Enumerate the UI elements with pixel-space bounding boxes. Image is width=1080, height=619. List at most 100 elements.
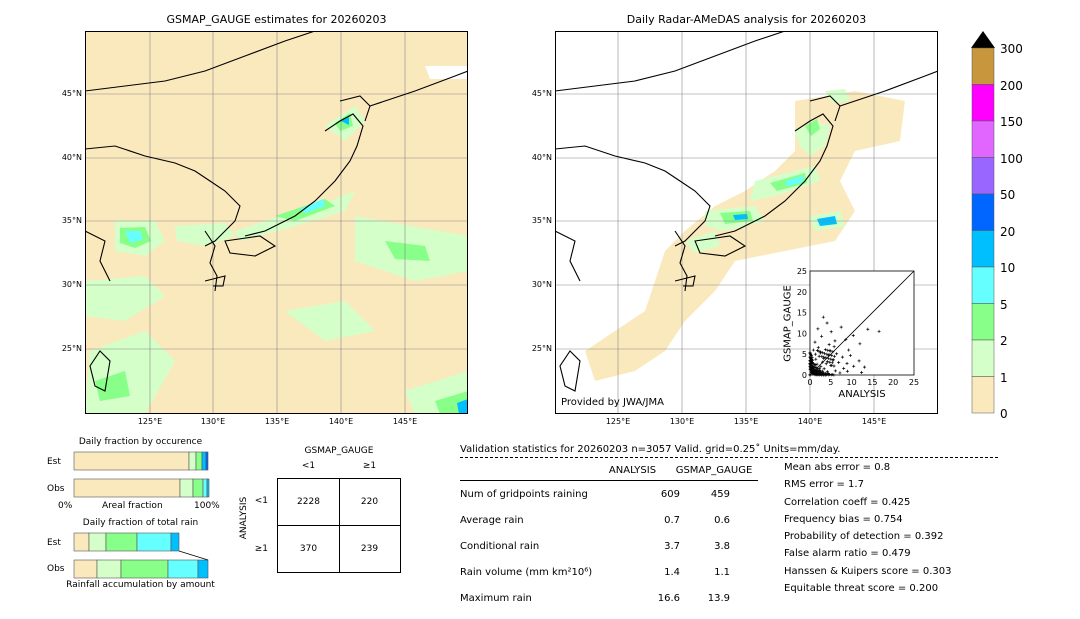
occurence-row-obs: Obs <box>47 484 65 494</box>
occurence-bars <box>73 451 210 498</box>
scatter-point <box>840 355 844 359</box>
left-map-title: GSMAP_GAUGE estimates for 20260203 <box>166 13 387 26</box>
scatter-point <box>862 365 866 369</box>
occurence-bar-obs <box>73 478 210 498</box>
scatter-point <box>825 370 829 374</box>
scatter-point <box>832 364 836 368</box>
validation-score: Mean abs error = 0.8 <box>784 462 891 473</box>
scatter-point <box>845 361 849 365</box>
right-lat-label: 40°N <box>531 153 552 162</box>
scatter-x-tick-label: 0 <box>807 378 812 387</box>
scatter-point <box>830 354 834 358</box>
contingency-cell: 2228 <box>297 497 320 507</box>
right-lat-label: 30°N <box>531 280 552 289</box>
right-coverage <box>585 89 905 381</box>
scatter-y-tick-label: 15 <box>797 309 807 318</box>
scatter-x-tick-label: 5 <box>828 378 833 387</box>
right-lon-label: 125°E <box>605 417 631 426</box>
scatter-point <box>829 357 833 361</box>
scatter-point <box>816 346 820 350</box>
validation-score: Correlation coeff = 0.425 <box>784 496 911 508</box>
scatter-ticks: 00 5 5 10 10 15 15 20 20 25 25 <box>797 267 919 387</box>
occurence-row-est: Est <box>47 457 61 467</box>
validation-divider <box>460 457 998 458</box>
validation-row-label: Average rain <box>460 515 524 526</box>
left-lon-label: 145°E <box>392 417 418 426</box>
validation-row: Num of gridpoints raining 609 459 <box>460 489 760 515</box>
left-rain-patches <box>85 66 468 414</box>
colorbar-segment <box>971 303 995 341</box>
colorbar-segment <box>971 157 995 195</box>
rain-fraction-bar-est <box>73 532 180 552</box>
validation-header: Validation statistics for 20260203 n=305… <box>460 444 841 455</box>
scatter-x-tick-label: 20 <box>888 378 898 387</box>
right-map-coastline <box>555 31 938 392</box>
validation-row-analysis: 609 <box>660 489 680 500</box>
scatter-point <box>828 348 832 352</box>
scatter-point <box>813 373 817 377</box>
validation-col-analysis: ANALYSIS <box>608 465 657 476</box>
colorbar-segment <box>971 193 995 231</box>
scatter-point <box>818 367 822 371</box>
validation-row-analysis: 3.7 <box>664 541 680 552</box>
scatter-point <box>825 321 829 325</box>
scatter-point <box>818 351 822 355</box>
left-lat-label: 40°N <box>61 153 82 162</box>
scatter-point <box>815 348 819 352</box>
scatter-point <box>833 339 837 343</box>
scatter-point <box>820 372 824 376</box>
left-map <box>85 31 468 414</box>
contingency-cell: 239 <box>360 544 379 554</box>
validation-row-label: Num of gridpoints raining <box>460 489 588 500</box>
rain-fraction-bars <box>73 532 209 579</box>
scatter-point <box>815 362 819 366</box>
contingency-col-title: GSMAP_GAUGE <box>304 446 374 456</box>
provider-credit: Provided by JWA/JMA <box>561 397 664 408</box>
right-lat-label: 45°N <box>531 89 552 98</box>
scatter-y-tick-label: 0 <box>802 371 807 380</box>
rain-fraction-axis-label: Rainfall accumulation by amount <box>66 580 215 590</box>
contingency-cell: 370 <box>299 544 318 554</box>
scatter-point <box>827 343 831 347</box>
scatter-ylabel: GSMAP_GAUGE <box>782 285 794 362</box>
validation-rows: Num of gridpoints raining 609 459 Average r… <box>460 489 760 619</box>
colorbar-label: 200 <box>1000 78 1023 93</box>
validation-row-gsmap: 0.6 <box>714 515 730 526</box>
validation-score: Equitable threat score = 0.200 <box>784 583 939 595</box>
scatter-point <box>820 354 824 358</box>
scatter-point <box>858 342 862 346</box>
validation-score: False alarm ratio = 0.479 <box>784 548 911 560</box>
scatter-y-tick-label: 5 <box>802 350 807 359</box>
scatter-point <box>832 345 836 349</box>
validation-row-label: Conditional rain <box>460 541 540 552</box>
contingency-col-label: ≥1 <box>362 461 377 471</box>
colorbar-label: 50 <box>1000 188 1016 202</box>
colorbar-labels: 300 200 150 100 50 20 10 5 2 1 0 <box>1000 40 1060 421</box>
scatter-point <box>829 363 833 367</box>
colorbar-segment <box>971 230 995 268</box>
colorbar-label: 100 <box>1000 151 1023 166</box>
scatter-point <box>866 327 870 331</box>
scatter-point <box>826 353 830 357</box>
left-lat-label: 35°N <box>61 216 82 225</box>
colorbar-segment <box>971 120 995 158</box>
contingency-col-label: <1 <box>301 461 316 471</box>
scatter-point <box>810 361 814 365</box>
scatter-point <box>857 359 861 363</box>
scatter-point <box>842 366 846 370</box>
scatter-point <box>831 358 835 362</box>
colorbar-label: 1 <box>1000 370 1008 385</box>
scatter-point <box>813 371 817 375</box>
right-map-title: Daily Radar-AMeDAS analysis for 20260203 <box>626 13 867 26</box>
scatter-point <box>815 370 819 374</box>
scatter-point <box>832 373 836 377</box>
occurence-axis-left: 0% <box>58 501 73 511</box>
left-map-coastline <box>85 31 468 392</box>
scatter-point <box>851 333 855 337</box>
scatter-point <box>817 349 821 353</box>
scatter-point <box>811 348 815 352</box>
colorbar-label: 10 <box>1000 261 1016 275</box>
colorbar-segment <box>971 266 995 304</box>
scatter-point <box>821 315 825 319</box>
scatter-point <box>809 370 813 374</box>
